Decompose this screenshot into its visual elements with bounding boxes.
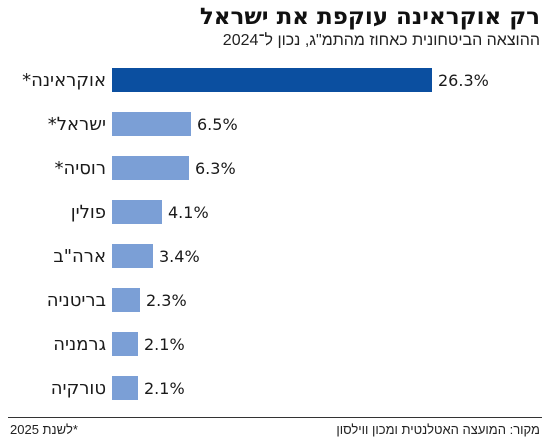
bar xyxy=(112,68,432,92)
bar xyxy=(112,156,189,180)
bar xyxy=(112,288,140,312)
value-label: 6.5% xyxy=(197,115,238,134)
value-label: 2.3% xyxy=(146,291,187,310)
category-label: בריטניה xyxy=(47,290,106,311)
bar xyxy=(112,112,191,136)
source-note: מקור: המועצה האטלנטית ומכון ווילסון xyxy=(336,422,540,437)
value-label: 4.1% xyxy=(168,203,209,222)
bar xyxy=(112,200,162,224)
value-label: 6.3% xyxy=(195,159,236,178)
category-label: רוסיה* xyxy=(54,158,106,179)
chart-title: רק אוקראינה עוקפת את ישראל xyxy=(199,4,540,30)
bar xyxy=(112,376,138,400)
category-label: טורקיה xyxy=(51,378,106,399)
footer-divider xyxy=(8,417,542,418)
category-label: אוקראינה* xyxy=(22,70,106,91)
value-label: 2.1% xyxy=(144,379,185,398)
bar xyxy=(112,244,153,268)
chart-subtitle: ההוצאה הביטחונית כאחוז מהתמ"ג, נכון ל־20… xyxy=(222,32,540,49)
footnote-year: *לשנת 2025 xyxy=(10,422,78,437)
bar xyxy=(112,332,138,356)
category-label: גרמניה xyxy=(53,334,106,355)
category-label: פולין xyxy=(71,202,106,223)
value-label: 26.3% xyxy=(438,71,489,90)
value-label: 2.1% xyxy=(144,335,185,354)
value-label: 3.4% xyxy=(159,247,200,266)
category-label: ארה"ב xyxy=(53,246,106,267)
category-label: ישראל* xyxy=(48,114,106,135)
